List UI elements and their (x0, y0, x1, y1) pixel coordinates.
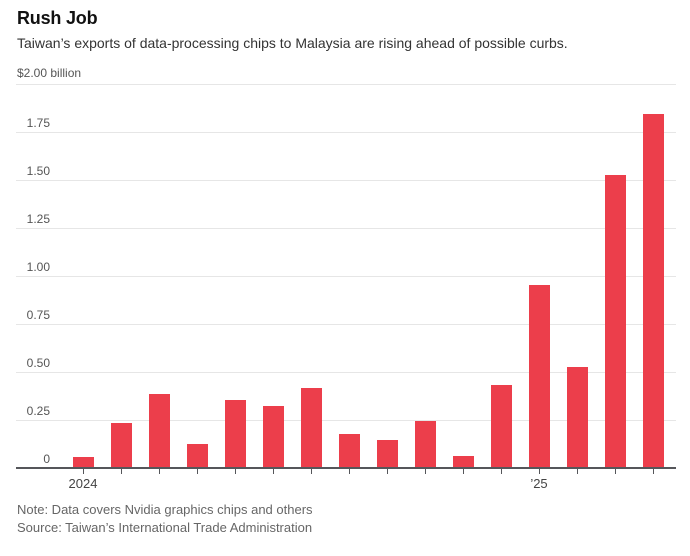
gridline (16, 132, 676, 133)
axis-tick (83, 469, 84, 474)
bar (529, 285, 550, 469)
y-tick-label: 1.25 (26, 212, 50, 226)
axis-tick (121, 469, 122, 474)
bar (339, 434, 360, 469)
chart-subtitle: Taiwan’s exports of data-processing chip… (17, 35, 568, 51)
bar (73, 457, 94, 469)
bar (491, 385, 512, 469)
axis-tick (501, 469, 502, 474)
y-tick-label: 1.75 (26, 116, 50, 130)
y-tick-label: 0.75 (26, 308, 50, 322)
gridline (16, 324, 676, 325)
gridline (16, 228, 676, 229)
axis-tick (159, 469, 160, 474)
y-tick-label: 0.25 (26, 404, 50, 418)
gridline (16, 372, 676, 373)
axis-tick (463, 469, 464, 474)
gridline (16, 276, 676, 277)
bar (377, 440, 398, 469)
axis-tick (653, 469, 654, 474)
bar (225, 400, 246, 469)
gridline (16, 420, 676, 421)
bar (301, 388, 322, 469)
y-axis-unit-label: $2.00 billion (17, 66, 82, 80)
chart-note: Note: Data covers Nvidia graphics chips … (17, 502, 313, 517)
bar (605, 175, 626, 469)
x-tick-label: 2024 (68, 476, 98, 491)
axis-tick (311, 469, 312, 474)
axis-tick (197, 469, 198, 474)
axis-tick (539, 469, 540, 474)
bar (149, 394, 170, 469)
axis-tick (577, 469, 578, 474)
gridline (16, 84, 676, 85)
gridline (16, 180, 676, 181)
bar (415, 421, 436, 469)
axis-tick (235, 469, 236, 474)
bar (643, 114, 664, 469)
chart-title: Rush Job (17, 8, 98, 28)
chart-source: Source: Taiwan’s International Trade Adm… (17, 520, 313, 535)
y-tick-label: 0.50 (26, 356, 50, 370)
y-tick-label: 0 (43, 452, 50, 466)
x-axis-baseline (16, 467, 676, 469)
bar (187, 444, 208, 469)
y-tick-label: 1.50 (26, 164, 50, 178)
axis-tick (615, 469, 616, 474)
bar (567, 367, 588, 469)
bar (263, 406, 284, 469)
bar (111, 423, 132, 469)
y-tick-label: 1.00 (26, 260, 50, 274)
bar (453, 456, 474, 469)
axis-tick (387, 469, 388, 474)
axis-tick (349, 469, 350, 474)
axis-tick (425, 469, 426, 474)
x-tick-label: ’25 (530, 476, 548, 491)
axis-tick (273, 469, 274, 474)
